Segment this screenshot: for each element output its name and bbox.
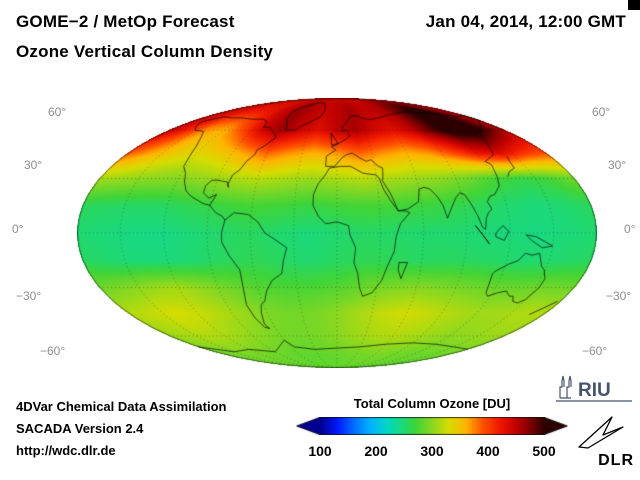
colorbar-canvas — [296, 417, 568, 435]
lat-label-right: 0° — [624, 222, 636, 236]
lat-label-right: −60° — [582, 344, 608, 358]
lat-label-right: 30° — [608, 158, 627, 172]
footer-assimilation-label: 4DVar Chemical Data Assimilation — [16, 399, 227, 414]
colorbar-tick-label: 300 — [420, 443, 444, 459]
footer-url-label: http://wdc.dlr.de — [16, 443, 116, 458]
ozone-map-canvas — [77, 98, 597, 368]
dlr-logo-icon — [578, 416, 624, 449]
lat-label-right: 60° — [592, 105, 611, 119]
colorbar: Total Column Ozone [DU] 100 200 300 400 500 — [296, 396, 568, 461]
colorbar-tick-label: 200 — [364, 443, 388, 459]
colorbar-tick-row: 100 200 300 400 500 — [296, 443, 568, 461]
footer-version-label: SACADA Version 2.4 — [16, 421, 144, 436]
colorbar-tick-label: 400 — [476, 443, 500, 459]
lat-label-left: −60° — [40, 344, 66, 358]
colorbar-tick-label: 100 — [308, 443, 332, 459]
riu-logo-text: RIU — [578, 380, 611, 401]
lat-label-right: −30° — [606, 289, 632, 303]
riu-logo: RIU — [554, 374, 634, 406]
lat-label-left: 0° — [12, 222, 24, 236]
colorbar-title: Total Column Ozone [DU] — [353, 396, 511, 411]
colorbar-tick-label: 500 — [532, 443, 556, 459]
dlr-logo: DLR — [578, 414, 636, 470]
lat-label-left: 60° — [48, 105, 67, 119]
riu-logo-icon: RIU — [556, 375, 632, 402]
dlr-logo-text: DLR — [598, 452, 634, 469]
lat-label-left: 30° — [24, 158, 43, 172]
forecast-datetime: Jan 04, 2014, 12:00 GMT — [425, 12, 626, 31]
ozone-map — [77, 98, 597, 368]
page-subtitle: Ozone Vertical Column Density — [16, 42, 274, 61]
corner-marker — [628, 0, 640, 10]
lat-label-left: −30° — [16, 289, 42, 303]
page-title: GOME−2 / MetOp Forecast — [16, 12, 235, 31]
